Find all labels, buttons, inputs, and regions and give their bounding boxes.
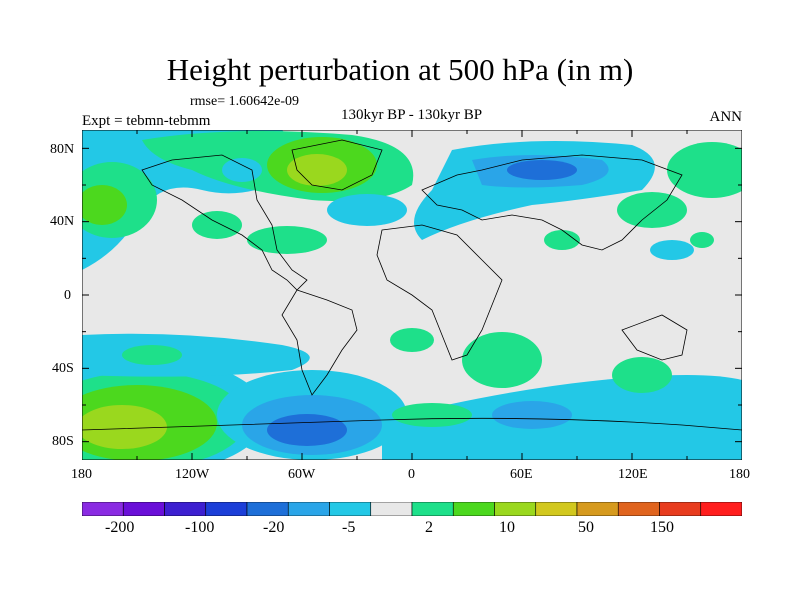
lon-tick-label: 180 [71,467,92,482]
colorbar-swatch [329,502,372,516]
coastlines [82,139,742,431]
colorbar-swatch [659,502,702,516]
lat-tick-label: 40S [52,361,74,376]
lon-tick-label: 60E [510,467,533,482]
lon-tick-label: 180 [729,467,750,482]
experiment-label: Expt = tebmn-tebmm [82,113,211,129]
colorbar-label: 150 [650,519,674,536]
colorbar-swatch [164,502,207,516]
colorbar-label: 2 [425,519,433,536]
contour-field [82,130,742,460]
map-panel [82,130,742,460]
lat-tick-label: 80S [52,434,74,449]
colorbar-swatch [535,502,578,516]
lat-tick-label: 80N [50,142,75,157]
lat-tick-label: 40N [50,214,75,229]
colorbar-label: -100 [185,519,215,536]
colorbar-swatch [370,502,413,516]
colorbar-label: -5 [342,519,356,536]
lon-tick-label: 0 [408,467,415,482]
colorbar-swatch [617,502,660,516]
colorbar-label: 50 [578,519,594,536]
season-label: ANN [709,109,743,125]
lon-tick-label: 120W [175,467,210,482]
colorbar-swatch [205,502,248,516]
colorbar-swatch [122,502,165,516]
colorbar-swatches [82,502,742,516]
plot-title: Height perturbation at 500 hPa (in m) [166,52,634,87]
period-label: 130kyr BP - 130kyr BP [340,107,483,123]
colorbar-swatch [246,502,289,516]
colorbar-swatch [700,502,742,516]
lon-tick-label: 60W [288,467,316,482]
colorbar-swatch [494,502,537,516]
colorbar-swatch [411,502,454,516]
colorbar-swatch [452,502,495,516]
colorbar-swatch [82,502,124,516]
colorbar-swatch [576,502,619,516]
colorbar-label: -20 [263,519,285,536]
lat-tick-label: 0 [64,288,71,303]
colorbar-swatch [287,502,330,516]
lon-tick-label: 120E [618,467,648,482]
colorbar-label: -200 [105,519,135,536]
axis-ticks [82,130,742,460]
colorbar-label: 10 [499,519,515,536]
rmse-label: rmse= 1.60642e-09 [190,94,299,109]
colorbar [82,502,742,516]
